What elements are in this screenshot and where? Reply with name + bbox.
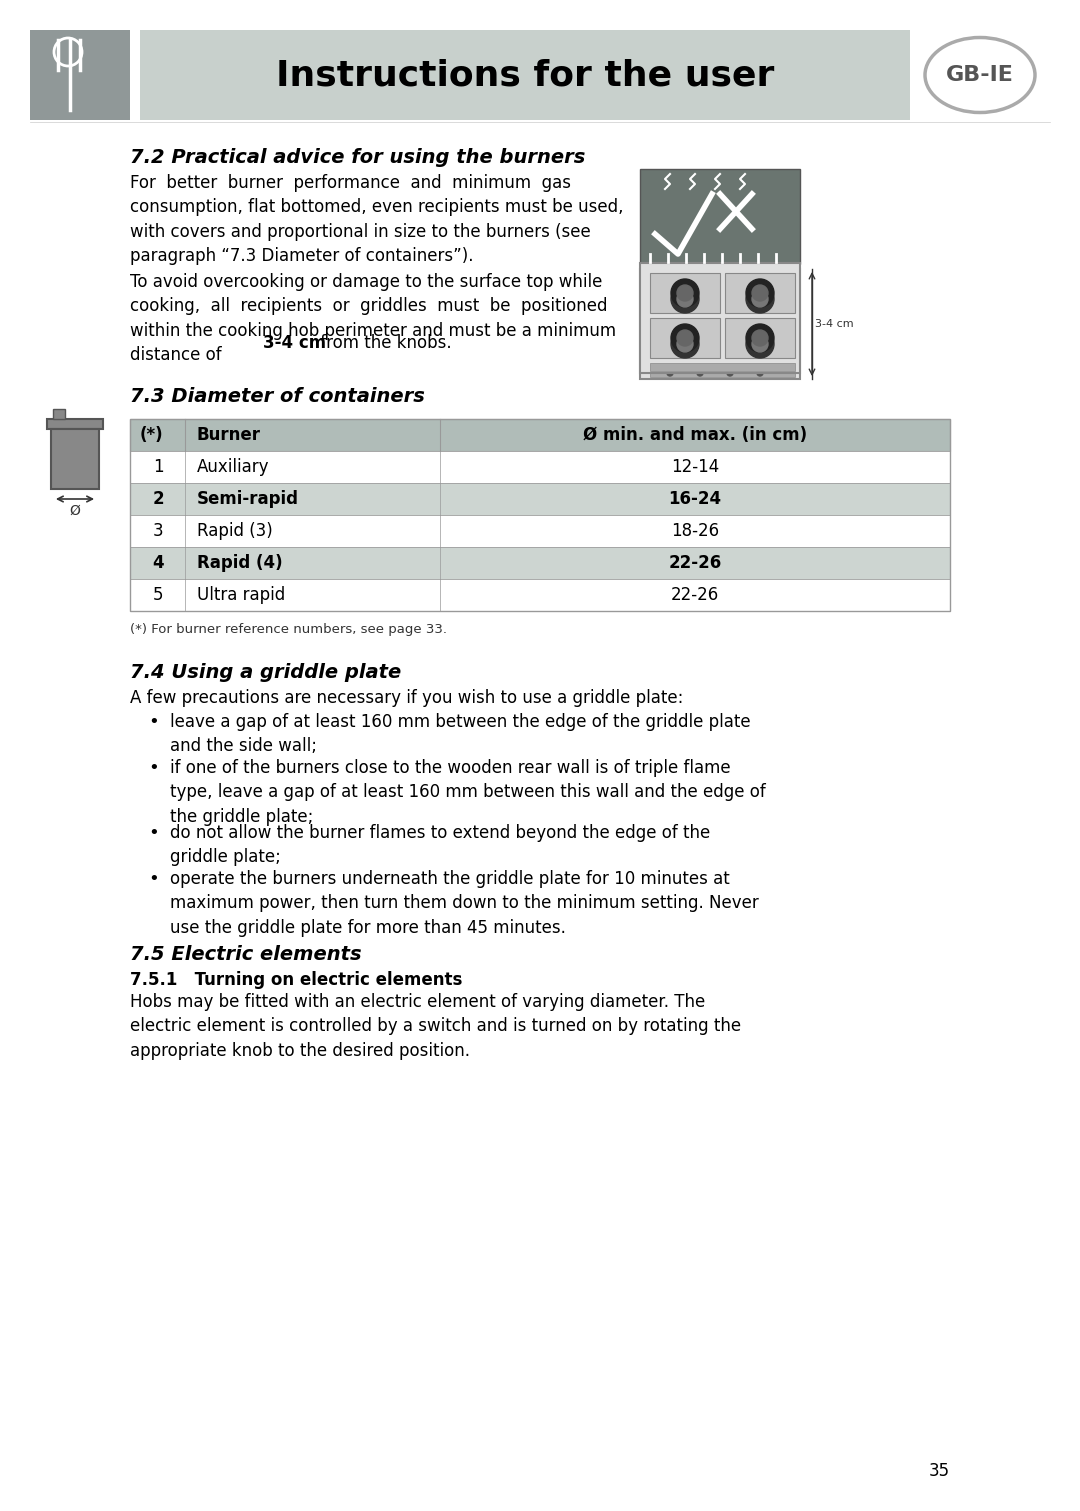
Text: For  better  burner  performance  and  minimum  gas
consumption, flat bottomed, : For better burner performance and minimu… bbox=[130, 174, 623, 264]
Circle shape bbox=[671, 280, 699, 307]
Bar bbox=[48, 419, 103, 429]
Bar bbox=[650, 317, 720, 358]
Text: 7.4 Using a griddle plate: 7.4 Using a griddle plate bbox=[130, 663, 402, 681]
Circle shape bbox=[727, 370, 733, 376]
Text: operate the burners underneath the griddle plate for 10 minutes at
maximum power: operate the burners underneath the gridd… bbox=[170, 870, 759, 937]
Circle shape bbox=[671, 323, 699, 352]
Text: •: • bbox=[148, 870, 159, 888]
Text: Hobs may be fitted with an electric element of varying diameter. The
electric el: Hobs may be fitted with an electric elem… bbox=[130, 993, 741, 1059]
Bar bbox=[650, 280, 720, 319]
Text: 22-26: 22-26 bbox=[671, 586, 719, 604]
Bar bbox=[130, 579, 950, 610]
Bar bbox=[140, 30, 910, 119]
Bar bbox=[130, 515, 950, 547]
Text: Ø min. and max. (in cm): Ø min. and max. (in cm) bbox=[583, 426, 807, 444]
Circle shape bbox=[752, 292, 768, 307]
Text: 5: 5 bbox=[152, 586, 163, 604]
Text: 12-14: 12-14 bbox=[671, 458, 719, 476]
Text: 7.2 Practical advice for using the burners: 7.2 Practical advice for using the burne… bbox=[130, 148, 585, 168]
Text: 3-4 cm: 3-4 cm bbox=[264, 334, 326, 352]
Text: Instructions for the user: Instructions for the user bbox=[275, 57, 774, 92]
Bar bbox=[725, 317, 795, 358]
Circle shape bbox=[677, 329, 693, 346]
Text: Auxiliary: Auxiliary bbox=[197, 458, 270, 476]
Circle shape bbox=[752, 329, 768, 346]
Bar bbox=[650, 369, 795, 378]
Circle shape bbox=[746, 323, 774, 352]
Bar bbox=[51, 429, 99, 490]
Bar bbox=[650, 363, 795, 372]
Text: 18-26: 18-26 bbox=[671, 521, 719, 539]
Text: Ø: Ø bbox=[69, 505, 80, 518]
Circle shape bbox=[677, 335, 693, 352]
Text: 16-24: 16-24 bbox=[669, 490, 721, 508]
Bar bbox=[725, 280, 795, 319]
Text: A few precautions are necessary if you wish to use a griddle plate:: A few precautions are necessary if you w… bbox=[130, 689, 684, 707]
Bar bbox=[130, 484, 950, 515]
Text: GB-IE: GB-IE bbox=[946, 65, 1014, 85]
Text: leave a gap of at least 160 mm between the edge of the griddle plate
and the sid: leave a gap of at least 160 mm between t… bbox=[170, 713, 751, 756]
Bar bbox=[640, 263, 800, 373]
Text: 2: 2 bbox=[152, 490, 164, 508]
Bar bbox=[725, 273, 795, 313]
Text: do not allow the burner flames to extend beyond the edge of the
griddle plate;: do not allow the burner flames to extend… bbox=[170, 823, 711, 866]
Circle shape bbox=[746, 329, 774, 358]
Text: 7.3 Diameter of containers: 7.3 Diameter of containers bbox=[130, 387, 424, 406]
Text: 4: 4 bbox=[152, 555, 164, 573]
Bar bbox=[130, 547, 950, 579]
Circle shape bbox=[746, 286, 774, 313]
Bar bbox=[130, 419, 950, 450]
Circle shape bbox=[757, 370, 762, 376]
Circle shape bbox=[671, 329, 699, 358]
Text: 3: 3 bbox=[152, 521, 163, 539]
Text: Burner: Burner bbox=[197, 426, 261, 444]
Bar bbox=[130, 450, 950, 484]
Text: from the knobs.: from the knobs. bbox=[315, 334, 451, 352]
Bar bbox=[650, 273, 720, 313]
Circle shape bbox=[752, 286, 768, 301]
Text: •: • bbox=[148, 713, 159, 731]
Bar bbox=[130, 419, 950, 610]
Text: Rapid (3): Rapid (3) bbox=[197, 521, 273, 539]
Text: 22-26: 22-26 bbox=[669, 555, 721, 573]
Circle shape bbox=[677, 292, 693, 307]
Text: Semi-rapid: Semi-rapid bbox=[197, 490, 299, 508]
Circle shape bbox=[677, 286, 693, 301]
Bar bbox=[53, 409, 65, 419]
Text: 7.5.1   Turning on electric elements: 7.5.1 Turning on electric elements bbox=[130, 972, 462, 990]
Circle shape bbox=[752, 335, 768, 352]
Text: (*): (*) bbox=[140, 426, 164, 444]
Bar bbox=[725, 323, 795, 364]
Text: Ultra rapid: Ultra rapid bbox=[197, 586, 285, 604]
Bar bbox=[650, 323, 720, 364]
Text: •: • bbox=[148, 823, 159, 842]
Text: 7.5 Electric elements: 7.5 Electric elements bbox=[130, 944, 362, 964]
Bar bbox=[30, 30, 130, 119]
Circle shape bbox=[697, 370, 703, 376]
Text: 35: 35 bbox=[929, 1463, 950, 1479]
Bar bbox=[640, 269, 800, 379]
Text: (*) For burner reference numbers, see page 33.: (*) For burner reference numbers, see pa… bbox=[130, 623, 447, 636]
Text: if one of the burners close to the wooden rear wall is of triple flame
type, lea: if one of the burners close to the woode… bbox=[170, 759, 766, 825]
Text: 1: 1 bbox=[152, 458, 163, 476]
Circle shape bbox=[746, 280, 774, 307]
Circle shape bbox=[671, 286, 699, 313]
Text: To avoid overcooking or damage to the surface top while
cooking,  all  recipient: To avoid overcooking or damage to the su… bbox=[130, 273, 616, 364]
Text: Rapid (4): Rapid (4) bbox=[197, 555, 283, 573]
Text: 3-4 cm: 3-4 cm bbox=[815, 319, 853, 329]
Bar bbox=[640, 169, 800, 264]
Circle shape bbox=[667, 370, 673, 376]
Text: •: • bbox=[148, 759, 159, 777]
